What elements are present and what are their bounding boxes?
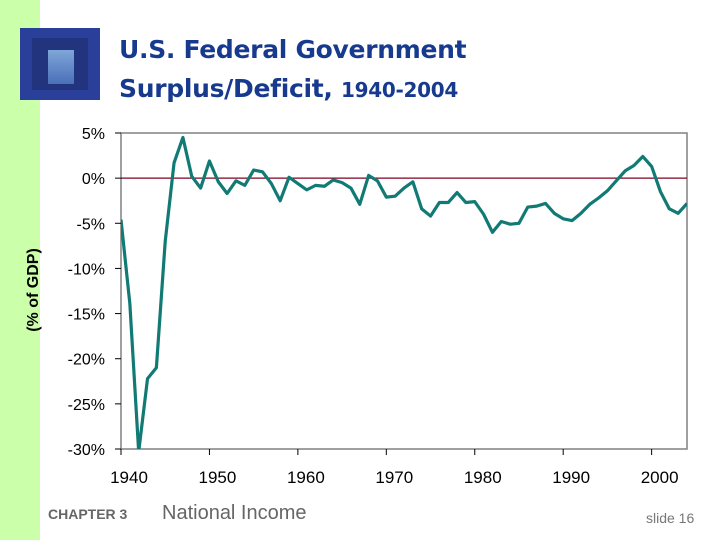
footer-topic: National Income	[162, 502, 307, 524]
x-tick-label: 2000	[641, 468, 679, 487]
title-line-2: Surplus/Deficit,	[119, 74, 341, 103]
x-tick-label: 1980	[464, 468, 502, 487]
footer-chapter: CHAPTER 3	[48, 506, 128, 522]
y-tick-label: 0%	[82, 171, 105, 188]
x-tick-label: 1940	[110, 468, 148, 487]
x-tick-label: 1950	[199, 468, 237, 487]
plot-area	[120, 132, 688, 450]
x-tick-label: 1960	[287, 468, 325, 487]
slide-number: slide 16	[646, 510, 695, 526]
x-tick-label: 1990	[552, 468, 590, 487]
x-tick-label: 1970	[375, 468, 413, 487]
y-tick-label: 5%	[82, 126, 105, 143]
title-years: 1940-2004	[341, 78, 458, 102]
y-tick-label: -15%	[68, 307, 105, 324]
slide-title: U.S. Federal Government Surplus/Deficit,…	[119, 30, 467, 110]
title-line-1: U.S. Federal Government	[119, 35, 467, 64]
slide-logo-image	[20, 28, 100, 100]
y-tick-label: -5%	[77, 216, 105, 233]
y-tick-label: -25%	[68, 397, 105, 414]
deficit-series-line	[121, 135, 687, 449]
y-axis-label: (% of GDP)	[25, 248, 42, 332]
y-tick-label: -10%	[68, 261, 105, 278]
y-tick-label: -30%	[68, 442, 105, 459]
y-tick-label: -20%	[68, 352, 105, 369]
